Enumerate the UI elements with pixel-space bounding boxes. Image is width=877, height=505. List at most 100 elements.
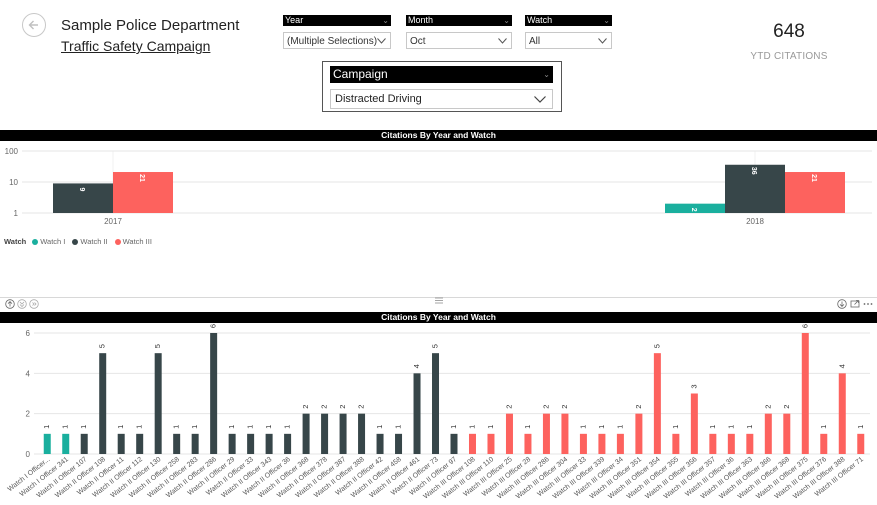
- bar-officer[interactable]: [173, 433, 181, 454]
- bar-officer[interactable]: [43, 433, 51, 454]
- watch-dropdown[interactable]: All: [525, 32, 612, 49]
- data-label: 1: [264, 425, 273, 429]
- bar-officer[interactable]: [487, 433, 495, 454]
- bar-officer[interactable]: [598, 433, 606, 454]
- bar-officer[interactable]: [764, 413, 772, 454]
- bar-officer[interactable]: [154, 353, 162, 454]
- more-options-icon[interactable]: [863, 299, 873, 309]
- campaign-dropdown[interactable]: Distracted Driving: [330, 89, 553, 109]
- watch-slicer-label: Watch: [527, 15, 553, 25]
- bar-officer[interactable]: [468, 433, 476, 454]
- data-label: 2: [357, 405, 366, 409]
- back-button[interactable]: [22, 13, 46, 37]
- bar-officer[interactable]: [413, 373, 421, 454]
- data-label: 2: [301, 405, 310, 409]
- legend-item-watch-ii[interactable]: Watch II: [72, 237, 108, 246]
- bar-officer[interactable]: [616, 433, 624, 454]
- expand-hierarchy-icon[interactable]: [29, 299, 39, 309]
- month-slicer-header: Month ⌄: [406, 15, 512, 26]
- bar-officer[interactable]: [376, 433, 384, 454]
- bar-officer[interactable]: [117, 433, 125, 454]
- data-label: 2: [560, 405, 569, 409]
- bar-officer[interactable]: [321, 413, 329, 454]
- bar-officer[interactable]: [857, 433, 865, 454]
- bar-officer[interactable]: [635, 413, 643, 454]
- back-arrow-icon: [28, 20, 38, 30]
- data-label: 5: [153, 344, 162, 348]
- bar-watch-iii-2018[interactable]: [785, 172, 845, 213]
- bar-officer[interactable]: [672, 433, 680, 454]
- data-label: 1: [227, 425, 236, 429]
- focus-mode-icon[interactable]: [850, 299, 860, 309]
- data-label: 1: [523, 425, 532, 429]
- ytd-citations-value: 648: [773, 21, 805, 42]
- data-label: 2: [782, 405, 791, 409]
- data-label: 1: [375, 425, 384, 429]
- data-label: 1: [856, 425, 865, 429]
- bar-officer[interactable]: [653, 353, 661, 454]
- bar-officer[interactable]: [783, 413, 791, 454]
- data-label: 21: [138, 174, 145, 182]
- year-slicer-header: Year ⌄: [283, 15, 391, 26]
- drill-down-icon[interactable]: [837, 299, 847, 309]
- data-label: 1: [671, 425, 680, 429]
- bar-watch-ii-2017[interactable]: [53, 183, 113, 213]
- year-dropdown[interactable]: (Multiple Selections): [283, 32, 391, 49]
- bar-officer[interactable]: [302, 413, 310, 454]
- bar-officer[interactable]: [62, 433, 70, 454]
- y-tick-label: 6: [26, 329, 31, 338]
- bar-officer[interactable]: [561, 413, 569, 454]
- bar-officer[interactable]: [524, 433, 532, 454]
- bar-officer[interactable]: [801, 333, 809, 454]
- bar-officer[interactable]: [358, 413, 366, 454]
- data-label: 1: [116, 425, 125, 429]
- month-dropdown[interactable]: Oct: [406, 32, 512, 49]
- bar-officer[interactable]: [284, 433, 292, 454]
- legend-item-watch-iii[interactable]: Watch III: [114, 237, 152, 246]
- visual-toolbar: [837, 299, 873, 309]
- bar-officer[interactable]: [820, 433, 828, 454]
- bar-officer[interactable]: [136, 433, 144, 454]
- bar-officer[interactable]: [579, 433, 587, 454]
- campaign-slicer-label: Campaign: [333, 67, 388, 81]
- bar-officer[interactable]: [727, 433, 735, 454]
- bar-officer[interactable]: [339, 413, 347, 454]
- watch-dropdown-value: All: [529, 36, 541, 47]
- bar-officer[interactable]: [450, 433, 458, 454]
- y-tick-label: 4: [26, 369, 31, 378]
- data-label: 2: [541, 405, 550, 409]
- legend-item-watch-i[interactable]: Watch I: [32, 237, 65, 246]
- bar-officer[interactable]: [542, 413, 550, 454]
- bar-officer[interactable]: [432, 353, 440, 454]
- collapse-icon: ⌄: [382, 16, 389, 25]
- bar-watch-ii-2018[interactable]: [725, 164, 785, 213]
- resize-grip-icon[interactable]: [435, 297, 443, 304]
- drill-up-icon[interactable]: [5, 299, 15, 309]
- top-chart-legend: Watch Watch I Watch II Watch III: [4, 237, 155, 246]
- bar-watch-i-2018[interactable]: [665, 203, 725, 213]
- bar-officer[interactable]: [265, 433, 273, 454]
- bar-officer[interactable]: [210, 333, 218, 454]
- y-tick-label: 10: [9, 178, 18, 187]
- data-label: 1: [708, 425, 717, 429]
- bar-officer[interactable]: [709, 433, 717, 454]
- bar-officer[interactable]: [838, 373, 846, 454]
- x-tick-label: 2017: [104, 217, 122, 226]
- data-label: 1: [726, 425, 735, 429]
- bar-officer[interactable]: [99, 353, 107, 454]
- bar-officer[interactable]: [690, 393, 698, 455]
- drill-next-level-icon[interactable]: [17, 299, 27, 309]
- bar-officer[interactable]: [395, 433, 403, 454]
- campaign-link[interactable]: Traffic Safety Campaign: [61, 38, 211, 54]
- bar-officer[interactable]: [247, 433, 255, 454]
- bar-officer[interactable]: [80, 433, 88, 454]
- data-label: 9: [78, 187, 85, 191]
- y-tick-label: 100: [5, 147, 19, 156]
- data-label: 5: [652, 344, 661, 348]
- bar-officer[interactable]: [746, 433, 754, 454]
- bar-watch-iii-2017[interactable]: [113, 172, 173, 213]
- bar-officer[interactable]: [228, 433, 236, 454]
- bar-officer[interactable]: [191, 433, 199, 454]
- chevron-down-icon: [534, 96, 546, 103]
- bar-officer[interactable]: [505, 413, 513, 454]
